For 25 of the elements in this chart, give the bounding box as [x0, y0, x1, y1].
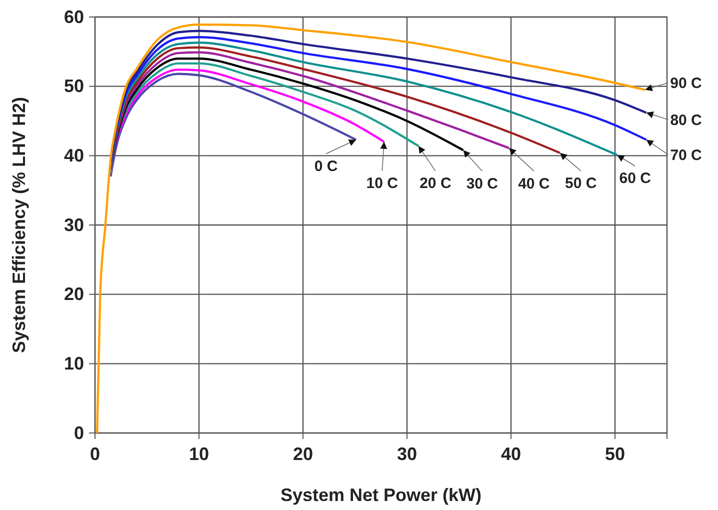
series-label: 20 C: [420, 175, 452, 192]
y-tick-label: 10: [64, 353, 84, 374]
x-axis-title: System Net Power (kW): [280, 485, 482, 505]
series-label: 40 C: [518, 175, 550, 192]
y-tick-label: 40: [64, 145, 84, 166]
series-label: 30 C: [466, 175, 498, 192]
text: 10 C: [366, 175, 398, 192]
series-label: 90 C: [670, 75, 702, 92]
x-tick-label: 50: [604, 444, 626, 464]
x-tick-label: 30: [396, 444, 418, 464]
x-tick-label: 10: [188, 444, 210, 464]
series-label: 60 C: [619, 170, 652, 188]
series-label: 50 C: [565, 175, 597, 192]
y-axis-title: System Efficiency (% LHV H2): [9, 96, 29, 354]
y-tick-label: 0: [74, 422, 84, 443]
x-tick-label: 0: [90, 444, 100, 464]
series-label: 0 C: [314, 158, 338, 175]
series-label: 70 C: [670, 146, 702, 164]
series-label: 80 C: [670, 112, 702, 129]
y-tick-label: 50: [64, 76, 84, 96]
y-tick-label: 30: [64, 214, 84, 235]
x-tick-label: 40: [500, 444, 522, 464]
x-tick-label: 20: [292, 444, 314, 464]
y-tick-label: 20: [64, 284, 84, 304]
y-tick-label: 60: [64, 6, 84, 27]
